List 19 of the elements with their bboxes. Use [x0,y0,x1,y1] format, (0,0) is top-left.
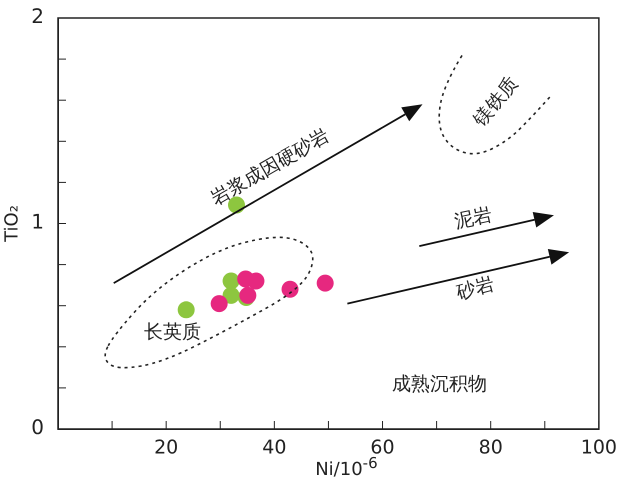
annotation: 泥岩 [452,204,494,234]
x-tick-label: 20 [154,436,178,458]
y-axis-title: TiO₂ [1,205,22,243]
point [210,295,228,312]
point [178,301,195,318]
x-tick-label: 80 [478,436,503,458]
point [282,280,299,298]
x-tick-label: 100 [580,436,617,458]
y-tick-label: 2 [31,4,44,28]
annotation: 砂岩 [453,272,496,304]
annotation: 岩浆成因硬砂岩 [206,124,334,210]
y-tick-label: 0 [31,415,44,440]
x-axis-title: Ni/10$^{-6}$ [315,454,378,477]
y-tick-label: 1 [31,210,44,234]
x-tick-label: 40 [262,436,286,458]
point [316,274,334,292]
annotation: 镁铁质 [468,72,523,132]
annotation: 长英质 [144,320,202,343]
annotation: 成熟沉积物 [392,372,487,395]
